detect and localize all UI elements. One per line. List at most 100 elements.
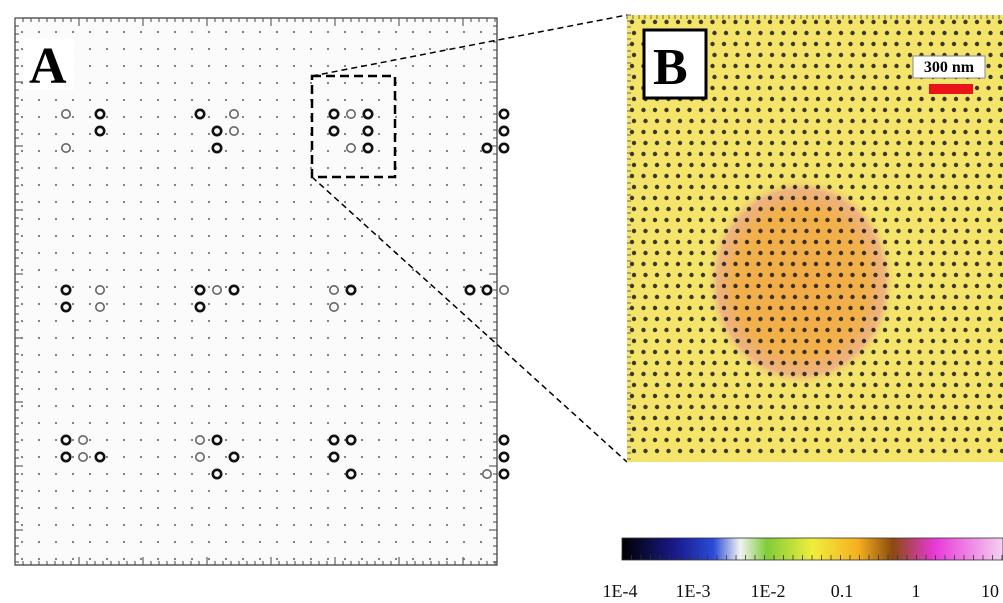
panel-b-dot — [733, 63, 738, 69]
panel-b-dot — [643, 294, 648, 300]
panel-b-dot — [930, 338, 936, 344]
panel-b-dot — [986, 371, 991, 377]
panel-a-ring — [60, 451, 72, 463]
panel-b-dot — [710, 305, 715, 311]
panel-b-dot — [997, 173, 1003, 179]
panel-a-dot — [156, 370, 160, 374]
panel-b-dot — [907, 206, 913, 212]
panel-b-dot — [666, 162, 671, 168]
panel-b-dot — [942, 426, 947, 432]
panel-a-dot — [37, 438, 41, 442]
panel-a-dot — [394, 115, 398, 119]
panel-a-dot — [258, 64, 262, 68]
panel-a-dot — [462, 421, 466, 425]
panel-b-dot — [790, 393, 796, 399]
panel-a-dot — [275, 455, 279, 459]
panel-a-dot — [139, 200, 143, 204]
panel-b-dot — [882, 327, 888, 333]
panel-a-dot — [88, 166, 92, 170]
panel-a-dot — [173, 489, 177, 493]
panel-a-dot — [462, 472, 466, 476]
panel-b-dot — [928, 107, 934, 113]
panel-b-dot — [804, 30, 809, 36]
panel-b-dot — [999, 272, 1003, 278]
panel-b-dot — [976, 272, 982, 278]
panel-b-dot — [871, 393, 876, 399]
panel-a-dot — [258, 115, 262, 119]
panel-b-dot — [838, 250, 844, 256]
panel-b-dot — [804, 250, 809, 256]
panel-b-dot — [859, 283, 865, 289]
scale-bar-line — [929, 84, 973, 94]
panel-b-dot — [769, 382, 775, 388]
panel-a-dot — [292, 149, 296, 153]
panel-a-dot — [54, 387, 58, 391]
panel-b-dot — [919, 338, 924, 344]
panel-b-dot — [746, 74, 752, 80]
panel-b-dot — [744, 305, 750, 311]
panel-b-dot — [894, 327, 899, 333]
panel-b-dot — [629, 239, 635, 245]
panel-b-dot — [861, 404, 867, 410]
panel-a-dot — [71, 149, 75, 153]
panel-b-dot — [905, 415, 911, 421]
panel-a-dot — [258, 268, 262, 272]
panel-b-dot — [746, 338, 752, 344]
panel-a-dot — [377, 421, 381, 425]
panel-a-dot — [122, 166, 126, 170]
panel-a-dot — [88, 421, 92, 425]
panel-a-dot — [139, 319, 143, 323]
panel-b-dot — [928, 371, 934, 377]
panel-b-dot — [813, 63, 819, 69]
panel-a-dot — [445, 132, 449, 136]
panel-b-dot — [779, 437, 784, 443]
panel-a-dot — [343, 302, 347, 306]
panel-b-dot — [689, 206, 694, 212]
panel-a-dot — [292, 336, 296, 340]
panel-a-dot — [207, 336, 211, 340]
panel-a-dot — [377, 149, 381, 153]
panel-a-dot — [207, 319, 211, 323]
panel-b-dot — [790, 415, 796, 421]
panel-b-dot — [733, 305, 738, 311]
panel-b-dot — [756, 195, 761, 201]
panel-b-dot — [744, 283, 750, 289]
panel-b-dot — [873, 250, 878, 256]
panel-a-dot — [258, 523, 262, 527]
panel-b-dot — [664, 151, 669, 157]
panel-b-dot — [838, 162, 844, 168]
panel-a-dot — [156, 523, 160, 527]
panel-b-dot — [859, 305, 865, 311]
panel-b-dot — [861, 272, 867, 278]
panel-b-dot — [999, 118, 1003, 124]
panel-a-dot — [88, 438, 92, 442]
panel-b-dot — [710, 173, 715, 179]
panel-a-dot — [71, 540, 75, 544]
panel-b-dot — [792, 294, 798, 300]
panel-b-dot — [769, 184, 775, 190]
panel-a-dot — [156, 98, 160, 102]
panel-a-dot — [122, 557, 126, 561]
panel-b-dot — [815, 294, 821, 300]
panel-a-dot — [360, 149, 364, 153]
panel-a-dot — [88, 302, 92, 306]
panel-a-dot — [88, 183, 92, 187]
panel-b-dot — [873, 294, 878, 300]
panel-b-dot — [965, 448, 970, 454]
panel-a-dot — [462, 404, 466, 408]
panel-b-dot — [675, 261, 681, 267]
panel-b-dot — [836, 305, 842, 311]
panel-b-dot — [654, 448, 660, 454]
panel-a-ring — [95, 284, 106, 295]
panel-b-dot — [712, 118, 717, 124]
panel-a-dot — [224, 132, 228, 136]
panel-b-dot — [698, 327, 704, 333]
panel-b-dot — [629, 63, 635, 69]
panel-a-dot — [377, 200, 381, 204]
panel-a-dot — [462, 540, 466, 544]
panel-b-dot — [769, 140, 775, 146]
panel-b-dot — [905, 261, 911, 267]
panel-a-dot — [343, 387, 347, 391]
panel-b-dot — [723, 118, 729, 124]
panel-a-dot — [139, 251, 143, 255]
